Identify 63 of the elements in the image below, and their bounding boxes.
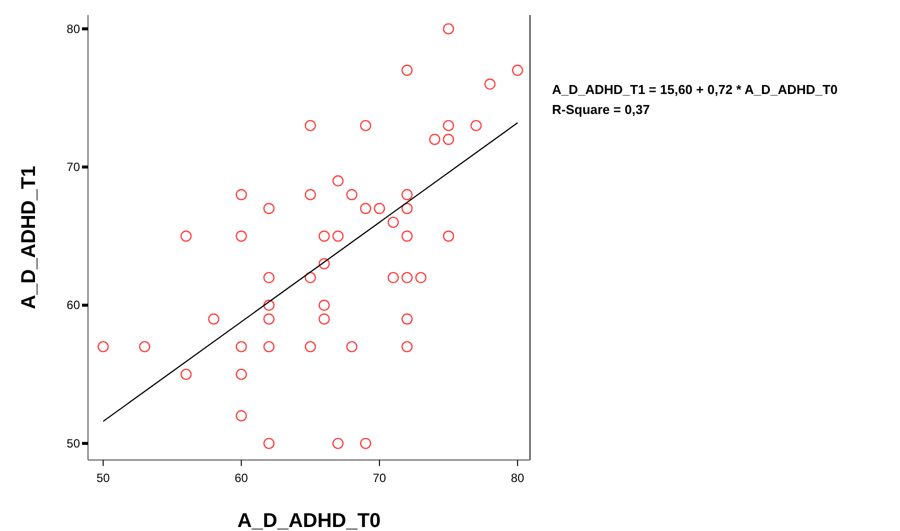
point [263, 313, 275, 325]
point [139, 341, 150, 352]
point [442, 120, 454, 132]
point [304, 120, 316, 132]
point [318, 313, 330, 325]
point [374, 202, 386, 214]
point [512, 64, 524, 76]
point [442, 23, 454, 34]
point [388, 216, 399, 228]
x-tick-label: 50 [96, 471, 110, 485]
x-tick-label: 60 [234, 471, 248, 485]
y-tick-label: 80 [66, 22, 80, 36]
text: R-Square = 0,37 [552, 101, 651, 119]
point [360, 120, 372, 132]
point [236, 341, 247, 352]
point [442, 230, 454, 242]
point [236, 230, 247, 242]
point [332, 230, 344, 242]
point [304, 189, 316, 200]
point [304, 341, 316, 352]
point [401, 341, 413, 352]
point [236, 368, 247, 380]
point [442, 134, 454, 145]
point [388, 272, 399, 284]
point [208, 313, 220, 325]
point [401, 202, 413, 214]
point [401, 230, 413, 242]
point [98, 341, 109, 352]
point [401, 313, 413, 325]
point [180, 230, 192, 242]
point [318, 230, 330, 242]
point [318, 258, 330, 270]
y-tick-label: 70 [66, 160, 80, 174]
point [401, 189, 413, 200]
text: A_D_ADHD_T1 = 15,60 + 0,72 * A_D_ADHD_T0 [552, 81, 838, 99]
point [401, 64, 413, 76]
point [360, 438, 372, 450]
y-tick-label: 50 [66, 436, 80, 450]
point [263, 272, 275, 284]
point [360, 202, 372, 214]
point [263, 438, 275, 450]
y-tick-label: 60 [66, 298, 80, 312]
point [484, 78, 496, 90]
point [236, 189, 247, 200]
x-tick-label: 80 [510, 471, 525, 485]
point [318, 300, 330, 311]
point [304, 272, 316, 284]
point [263, 300, 275, 311]
y-axis-title: A_D_ADHD_T1 [18, 166, 40, 310]
point [263, 341, 275, 352]
point [332, 175, 344, 186]
point [332, 438, 344, 450]
point [415, 272, 426, 284]
point [346, 341, 358, 352]
point [346, 189, 358, 200]
x-tick-label: 70 [372, 471, 386, 485]
point [401, 272, 413, 284]
point [470, 120, 482, 132]
point [263, 202, 275, 214]
point [429, 134, 440, 145]
point [180, 368, 192, 380]
x-axis-title: A_D_ADHD_T0 [237, 510, 381, 531]
point [236, 410, 247, 422]
